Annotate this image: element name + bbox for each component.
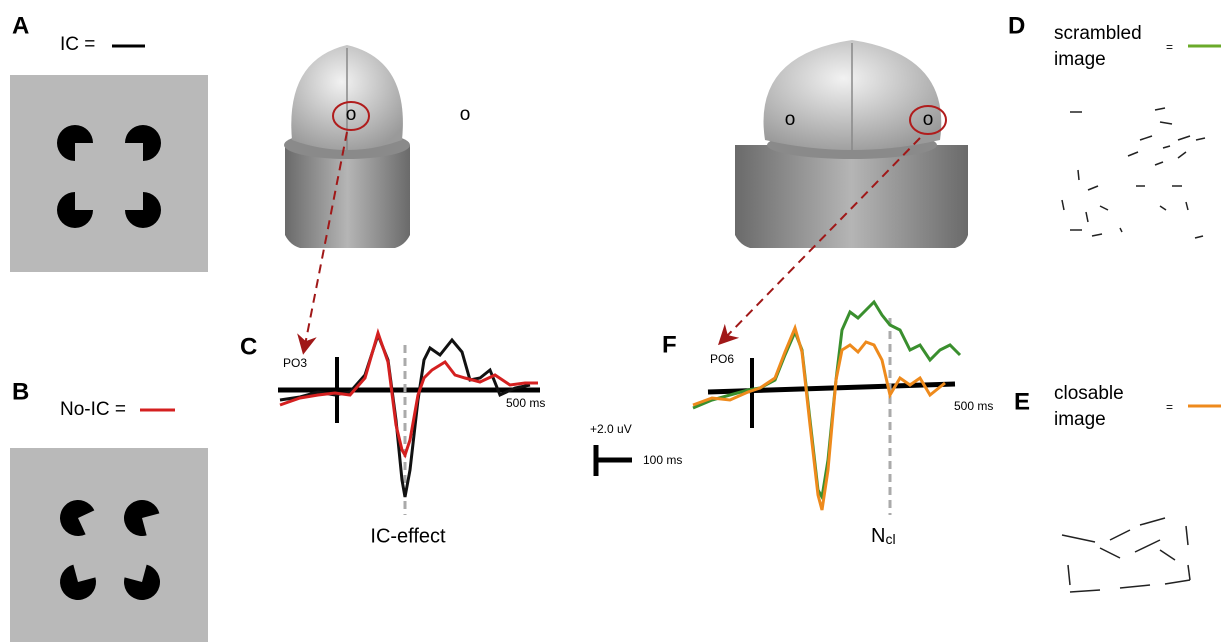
figure: A IC = B No-IC = o o o o C PO3 500 ms IC… bbox=[0, 0, 1221, 642]
brain-right bbox=[735, 40, 968, 248]
electrode-marker: o bbox=[346, 104, 357, 125]
effect-label: Ncl bbox=[871, 525, 896, 547]
legend-label: image bbox=[1054, 49, 1106, 70]
closable-fragments bbox=[1062, 518, 1190, 592]
brain-left bbox=[284, 45, 410, 248]
stimulus-square bbox=[10, 448, 208, 642]
panel-label: D bbox=[1008, 12, 1025, 39]
legend-label: closable bbox=[1054, 383, 1124, 404]
scrambled-fragments bbox=[1062, 108, 1205, 238]
legend-label: scrambled bbox=[1054, 23, 1142, 44]
legend-label: IC = bbox=[60, 34, 95, 55]
effect-sub: cl bbox=[885, 531, 895, 547]
scale-time: 100 ms bbox=[643, 453, 682, 467]
panel-label: B bbox=[12, 378, 29, 405]
equals: = bbox=[1166, 40, 1173, 54]
electrode-marker: o bbox=[460, 104, 471, 125]
effect-label: IC-effect bbox=[370, 525, 446, 547]
electrode-label: PO3 bbox=[283, 356, 307, 370]
panel-label: E bbox=[1014, 388, 1030, 415]
equals: = bbox=[1166, 400, 1173, 414]
scale-amplitude: +2.0 uV bbox=[590, 422, 632, 436]
electrode-marker: o bbox=[785, 109, 796, 130]
time-label: 500 ms bbox=[954, 399, 993, 413]
panel-label: F bbox=[662, 331, 677, 358]
legend-label: image bbox=[1054, 409, 1106, 430]
time-label: 500 ms bbox=[506, 396, 545, 410]
stimulus-square bbox=[10, 75, 208, 272]
panel-label: C bbox=[240, 333, 257, 360]
electrode-label: PO6 bbox=[710, 352, 734, 366]
panel-label: A bbox=[12, 12, 29, 39]
legend-label: No-IC = bbox=[60, 399, 126, 420]
effect-main: N bbox=[871, 525, 885, 547]
electrode-marker: o bbox=[923, 109, 934, 130]
